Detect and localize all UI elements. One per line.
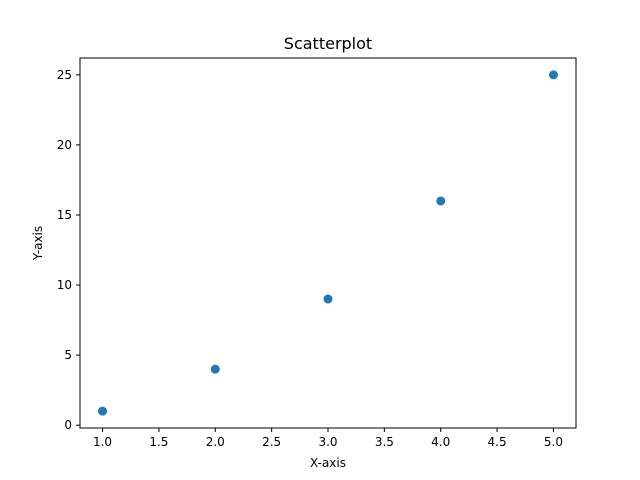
x-tick-label: 1.5 [149,435,168,449]
x-axis-label: X-axis [310,456,346,470]
y-tick-label: 0 [64,418,72,432]
y-tick-label: 10 [57,278,72,292]
y-tick-label: 25 [57,68,72,82]
x-tick-label: 4.0 [431,435,450,449]
x-tick-label: 3.0 [318,435,337,449]
y-axis-ticks: 0 5 10 15 20 25 [57,68,80,432]
scatter-point [210,364,220,374]
x-tick-label: 4.5 [488,435,507,449]
y-tick-label: 20 [57,138,72,152]
scatter-point [98,406,108,416]
x-tick-label: 2.5 [262,435,281,449]
y-tick-label: 5 [64,348,72,362]
x-tick-label: 3.5 [375,435,394,449]
x-tick-label: 1.0 [93,435,112,449]
y-axis-label: Y-axis [31,226,45,261]
x-tick-label: 2.0 [206,435,225,449]
x-tick-label: 5.0 [544,435,563,449]
scatter-point [548,70,558,80]
chart-title: Scatterplot [284,34,372,53]
y-tick-label: 15 [57,208,72,222]
scatter-point [323,294,333,304]
data-points [98,70,558,416]
x-axis-ticks: 1.0 1.5 2.0 2.5 3.0 3.5 4.0 4.5 5.0 [93,428,563,449]
scatter-point [436,196,446,206]
